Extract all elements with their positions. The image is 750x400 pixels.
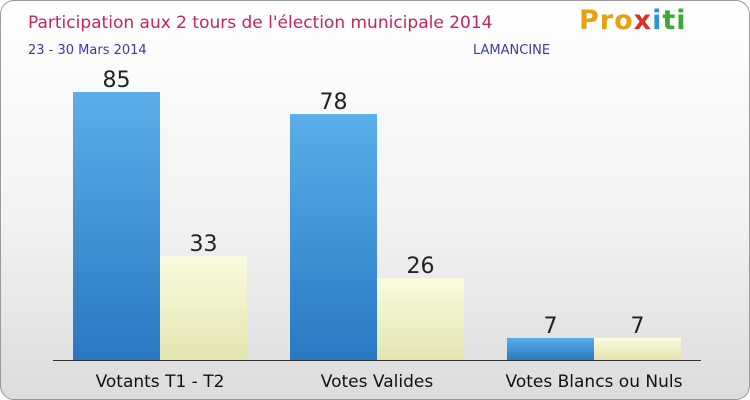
bar-t1-0	[73, 92, 160, 360]
category-label-0: Votants T1 - T2	[96, 372, 225, 392]
value-label-t2-0: 33	[190, 232, 218, 257]
commune-name: LAMANCINE	[473, 43, 551, 58]
category-label-1: Votes Valides	[321, 372, 434, 392]
bar-t2-0	[160, 255, 247, 360]
value-label-t1-1: 78	[320, 90, 348, 115]
logo-part-3: i	[652, 5, 663, 36]
logo-part-4: ti	[662, 5, 687, 36]
proxiti-logo: Proxiti	[579, 5, 687, 36]
election-dates: 23 - 30 Mars 2014	[28, 43, 147, 58]
bars-group: 85 33 Votants T1 - T2 78 26 Votes Valides 7 7 Vo…	[73, 68, 683, 392]
chart-title: Participation aux 2 tours de l'élection …	[28, 13, 493, 33]
bar-t1-2	[507, 337, 594, 360]
value-label-t2-1: 26	[407, 254, 435, 279]
category-label-2: Votes Blancs ou Nuls	[506, 372, 683, 392]
value-label-t1-0: 85	[103, 68, 131, 93]
logo-part-2: x	[633, 5, 653, 36]
bar-t2-2	[594, 337, 681, 360]
bar-t1-1	[290, 114, 377, 360]
value-label-t1-2: 7	[544, 314, 558, 339]
logo-part-1: Pro	[579, 5, 634, 36]
bar-t2-1	[377, 278, 464, 360]
value-label-t2-2: 7	[631, 314, 645, 339]
